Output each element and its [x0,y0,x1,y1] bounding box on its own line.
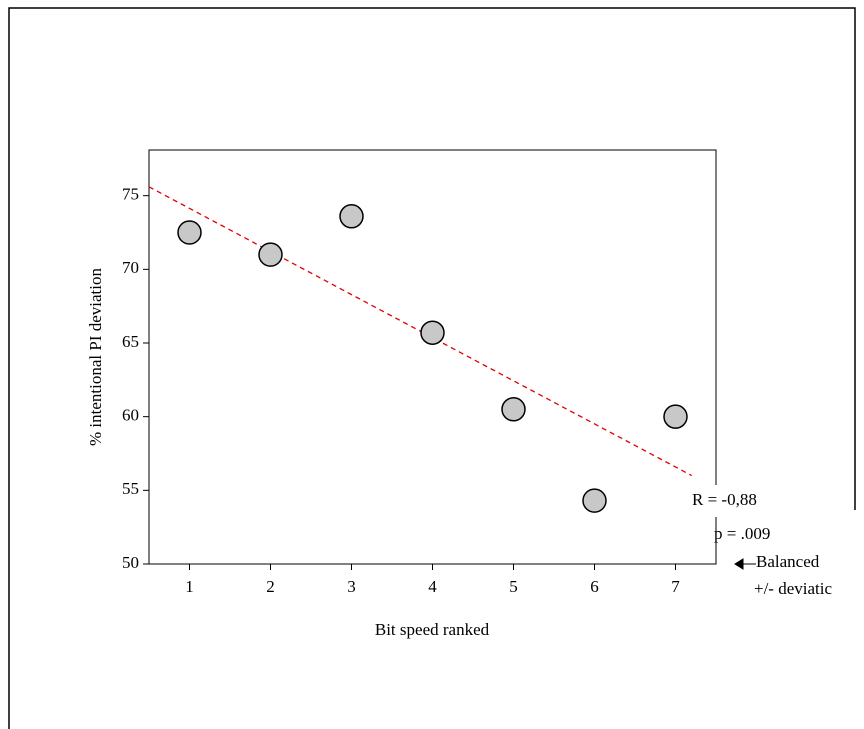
x-tick-label: 3 [347,577,356,596]
annotation: +/- deviatic [754,579,832,598]
y-tick-label: 60 [122,406,139,425]
y-tick-label: 75 [122,185,139,204]
point [663,404,688,429]
frame [8,7,856,729]
point [258,242,283,267]
annotation: R = -0,88 [692,490,757,509]
point [177,220,202,245]
point [420,320,445,345]
annotation-bg [688,485,814,517]
point [501,397,526,422]
annotation: p = .009 [714,524,770,543]
annotation: Balanced [756,552,820,571]
arrow [734,558,756,570]
y-tick-label: 55 [122,479,139,498]
x-tick-label: 1 [185,577,194,596]
y-tick-label: 50 [122,553,139,572]
x-tick-label: 4 [428,577,437,596]
y-tick-label: 70 [122,258,139,277]
point [339,204,364,229]
point [582,488,607,513]
x-axis-label: Bit speed ranked [375,620,490,639]
y-axis-label: % intentional PI deviation [86,268,105,446]
x-tick-label: 2 [266,577,275,596]
x-tick-label: 7 [671,577,680,596]
x-tick-label: 6 [590,577,599,596]
y-tick-label: 65 [122,332,139,351]
x-tick-label: 5 [509,577,518,596]
